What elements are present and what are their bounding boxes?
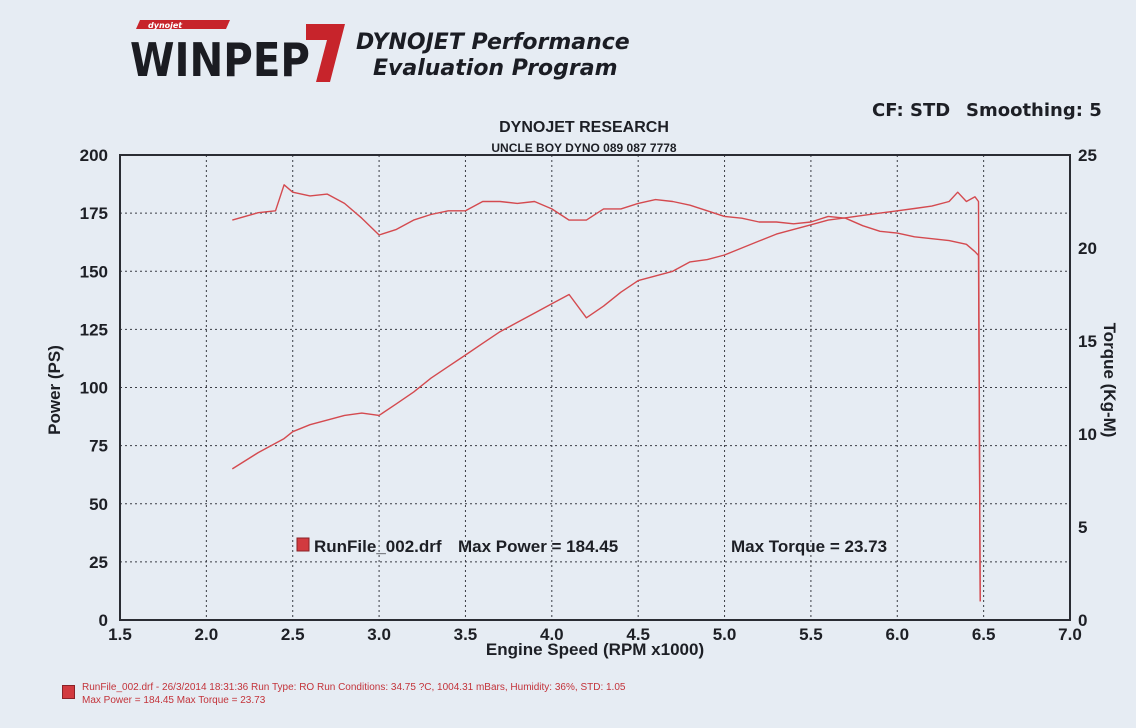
y2-axis-label: Torque (Kg-M) — [1100, 323, 1119, 438]
winpep-logo-graphic: dynojet WINPEP 7 — [130, 20, 345, 87]
plot-frame — [119, 154, 1071, 621]
program-title-line2: Evaluation Program — [373, 56, 618, 81]
legend-max-power: Max Power = 184.45 — [458, 537, 618, 556]
y2-tick-label: 10 — [1078, 425, 1097, 444]
y2-tick-label: 15 — [1078, 332, 1097, 351]
legend-max-torque: Max Torque = 23.73 — [731, 537, 887, 556]
chart-title: DYNOJET RESEARCH — [499, 119, 669, 136]
x-tick-label: 6.0 — [885, 625, 909, 644]
y-tick-label: 100 — [80, 379, 108, 398]
brand-version-text: 7 — [327, 64, 330, 69]
x-tick-label: 4.0 — [540, 625, 564, 644]
x-tick-label: 3.0 — [367, 625, 391, 644]
correction-factor: CF: STD — [872, 100, 951, 121]
smoothing-setting: Smoothing: 5 — [966, 100, 1102, 121]
brand-name-text: WINPEP — [130, 33, 310, 87]
chart-subtitle: UNCLE BOY DYNO 089 087 7778 — [491, 141, 677, 155]
y-tick-label: 75 — [89, 437, 108, 456]
x-tick-label: 2.0 — [195, 625, 219, 644]
x-axis-label: Engine Speed (RPM x1000) — [486, 640, 704, 659]
x-tick-label: 6.5 — [972, 625, 996, 644]
x-tick-label: 5.5 — [799, 625, 823, 644]
series-line-power — [231, 191, 981, 602]
legend: RunFile_002.drf Max Power = 184.45 Max T… — [296, 537, 887, 556]
y-tick-label: 200 — [80, 146, 108, 165]
y2-tick-label: 20 — [1078, 239, 1097, 258]
series-lines — [231, 184, 981, 602]
x-tick-label: 4.5 — [626, 625, 650, 644]
series-line-torque — [232, 184, 981, 602]
y-tick-label: 0 — [99, 611, 108, 630]
y-tick-label: 125 — [80, 320, 108, 339]
y2-tick-label: 5 — [1078, 518, 1087, 537]
winpep-logo: dynojet WINPEP 7 — [130, 20, 345, 88]
x-tick-label: 2.5 — [281, 625, 305, 644]
grid — [120, 155, 1070, 620]
y-tick-label: 50 — [89, 495, 108, 514]
program-title-line1: DYNOJET Performance — [356, 30, 630, 55]
x-tick-label: 7.0 — [1058, 625, 1082, 644]
brand-top-text: dynojet — [148, 21, 183, 30]
y-tick-label: 25 — [89, 553, 108, 572]
footer-run-maxima: Max Power = 184.45 Max Torque = 23.73 — [82, 695, 266, 706]
y-tick-label: 175 — [80, 204, 108, 223]
y2-tick-label: 25 — [1078, 146, 1097, 165]
footer-run-details: RunFile_002.drf - 26/3/2014 18:31:36 Run… — [82, 682, 626, 693]
x-tick-label: 1.5 — [108, 625, 132, 644]
x-tick-label: 3.5 — [454, 625, 478, 644]
tick-labels: 1.5 2.0 2.5 3.0 3.5 4.0 4.5 5.0 5.5 6.0 6.5 7.00255… — [80, 146, 1097, 644]
legend-file: RunFile_002.drf — [314, 537, 442, 556]
footer-run-swatch — [62, 685, 75, 699]
x-tick-label: 5.0 — [713, 625, 737, 644]
y-tick-label: 150 — [80, 262, 108, 281]
y2-tick-label: 0 — [1078, 611, 1087, 630]
y-axis-label: Power (PS) — [45, 345, 64, 435]
legend-swatch — [296, 537, 310, 552]
